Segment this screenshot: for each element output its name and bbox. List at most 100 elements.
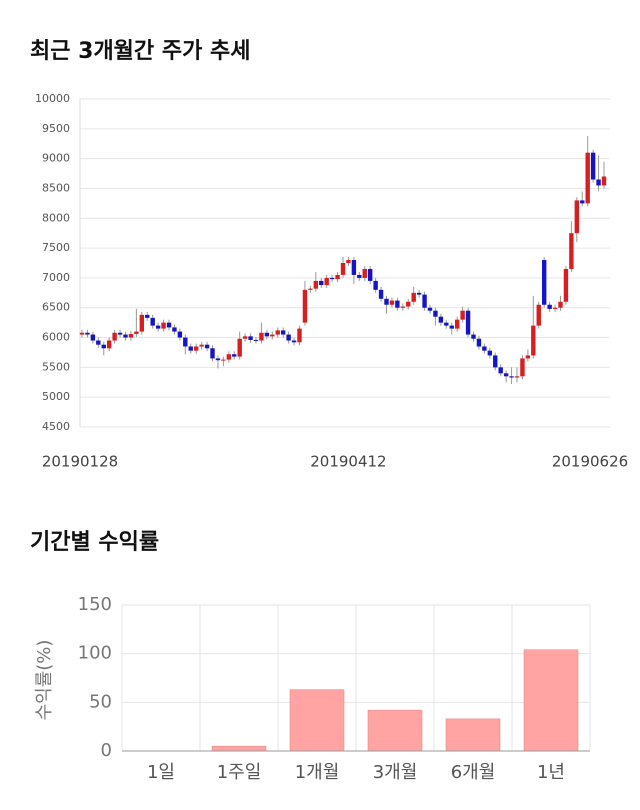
chart-title: 최근 3개월간 주가 추세 xyxy=(30,39,250,64)
candle-body xyxy=(438,316,444,323)
x-tick-label: 20190412 xyxy=(310,453,386,471)
y-tick-label: 6500 xyxy=(42,301,70,314)
candle-body xyxy=(291,340,297,343)
candle-body xyxy=(520,358,525,377)
y-tick-label: 7000 xyxy=(42,271,70,284)
candle-body xyxy=(531,325,536,356)
candle-body xyxy=(367,268,373,281)
bar xyxy=(211,745,267,752)
candle-body xyxy=(90,334,96,341)
candle-body xyxy=(514,376,520,378)
candle-body xyxy=(454,319,460,329)
candle-body xyxy=(558,301,563,308)
candle-body xyxy=(134,331,139,334)
candle-body xyxy=(406,301,411,307)
candle-body xyxy=(465,310,471,335)
y-tick-label: 150 xyxy=(78,594,112,615)
candle-body xyxy=(346,260,351,263)
candle-body xyxy=(248,336,253,340)
candle-body xyxy=(400,306,406,308)
y-tick-label: 6000 xyxy=(42,331,70,344)
candle-body xyxy=(302,289,308,323)
candle-body xyxy=(547,304,552,309)
y-tick-label: 9000 xyxy=(42,152,70,165)
x-tick-label: 1개월 xyxy=(295,762,340,783)
candle-body xyxy=(585,152,590,204)
y-tick-label: 8000 xyxy=(42,211,70,224)
candle-body xyxy=(487,350,493,356)
candle-body xyxy=(242,336,248,339)
candle-body xyxy=(541,260,547,305)
candle-body xyxy=(449,325,454,329)
candle-body xyxy=(351,260,357,275)
candle-body xyxy=(590,152,596,180)
y-tick-label: 5000 xyxy=(42,390,70,403)
candle-body xyxy=(204,344,210,349)
candle-body xyxy=(563,268,569,302)
candle-body xyxy=(264,332,270,337)
candle-body xyxy=(166,322,172,328)
candle-body xyxy=(471,334,476,339)
y-tick-label: 7500 xyxy=(42,241,70,254)
candle-body xyxy=(378,289,384,299)
candle-body xyxy=(117,332,123,335)
candle-body xyxy=(123,334,128,338)
candle-body xyxy=(596,179,601,186)
candle-body xyxy=(128,333,134,338)
candle-body xyxy=(574,200,580,234)
chart-title: 기간별 수익률 xyxy=(30,530,159,555)
candle-body xyxy=(183,337,188,347)
candle-body xyxy=(145,314,150,318)
candle-body xyxy=(161,322,166,329)
bar xyxy=(289,689,345,752)
candle-body xyxy=(416,292,422,295)
x-tick-label: 3개월 xyxy=(373,762,418,783)
candle-body xyxy=(221,359,226,361)
candle-body xyxy=(384,298,389,305)
candle-body xyxy=(150,317,155,326)
x-tick-label: 1일 xyxy=(147,762,175,783)
bar xyxy=(445,718,501,752)
candle-body xyxy=(357,274,362,278)
candle-body xyxy=(106,340,112,349)
y-tick-label: 10000 xyxy=(35,92,70,105)
candle-body xyxy=(460,310,465,320)
y-tick-label: 100 xyxy=(78,643,112,664)
candle-body xyxy=(411,292,416,302)
x-tick-label: 6개월 xyxy=(451,762,496,783)
y-tick-label: 50 xyxy=(89,691,112,712)
candle-body xyxy=(139,314,145,332)
candle-body xyxy=(552,307,558,309)
candle-body xyxy=(199,344,204,347)
candle-body xyxy=(232,354,237,357)
x-tick-label: 20190128 xyxy=(42,453,118,471)
candle-body xyxy=(373,280,378,290)
candle-body xyxy=(308,288,313,290)
candle-body xyxy=(569,233,574,269)
candle-body xyxy=(427,307,433,311)
candle-body xyxy=(286,334,291,341)
candle-body xyxy=(601,176,607,186)
candle-body xyxy=(313,280,319,289)
candle-body xyxy=(335,274,340,280)
candle-body xyxy=(85,332,90,335)
candle-body xyxy=(193,346,199,351)
candle-body xyxy=(503,373,509,377)
candle-body xyxy=(253,339,259,341)
x-tick-label: 20190626 xyxy=(552,453,628,471)
y-tick-label: 8500 xyxy=(42,181,70,194)
candle-body xyxy=(580,200,585,204)
candle-body xyxy=(155,325,161,329)
candle-body xyxy=(324,277,329,286)
candle-body xyxy=(215,358,221,361)
candle-body xyxy=(509,376,514,378)
candle-body xyxy=(498,367,503,374)
candle-body xyxy=(362,268,367,278)
candle-body xyxy=(389,300,395,305)
candle-body xyxy=(259,332,264,341)
candle-body xyxy=(101,344,106,349)
candle-body xyxy=(297,328,302,343)
candle-body xyxy=(329,277,335,280)
candle-body xyxy=(226,354,232,360)
candle-body xyxy=(476,338,482,347)
